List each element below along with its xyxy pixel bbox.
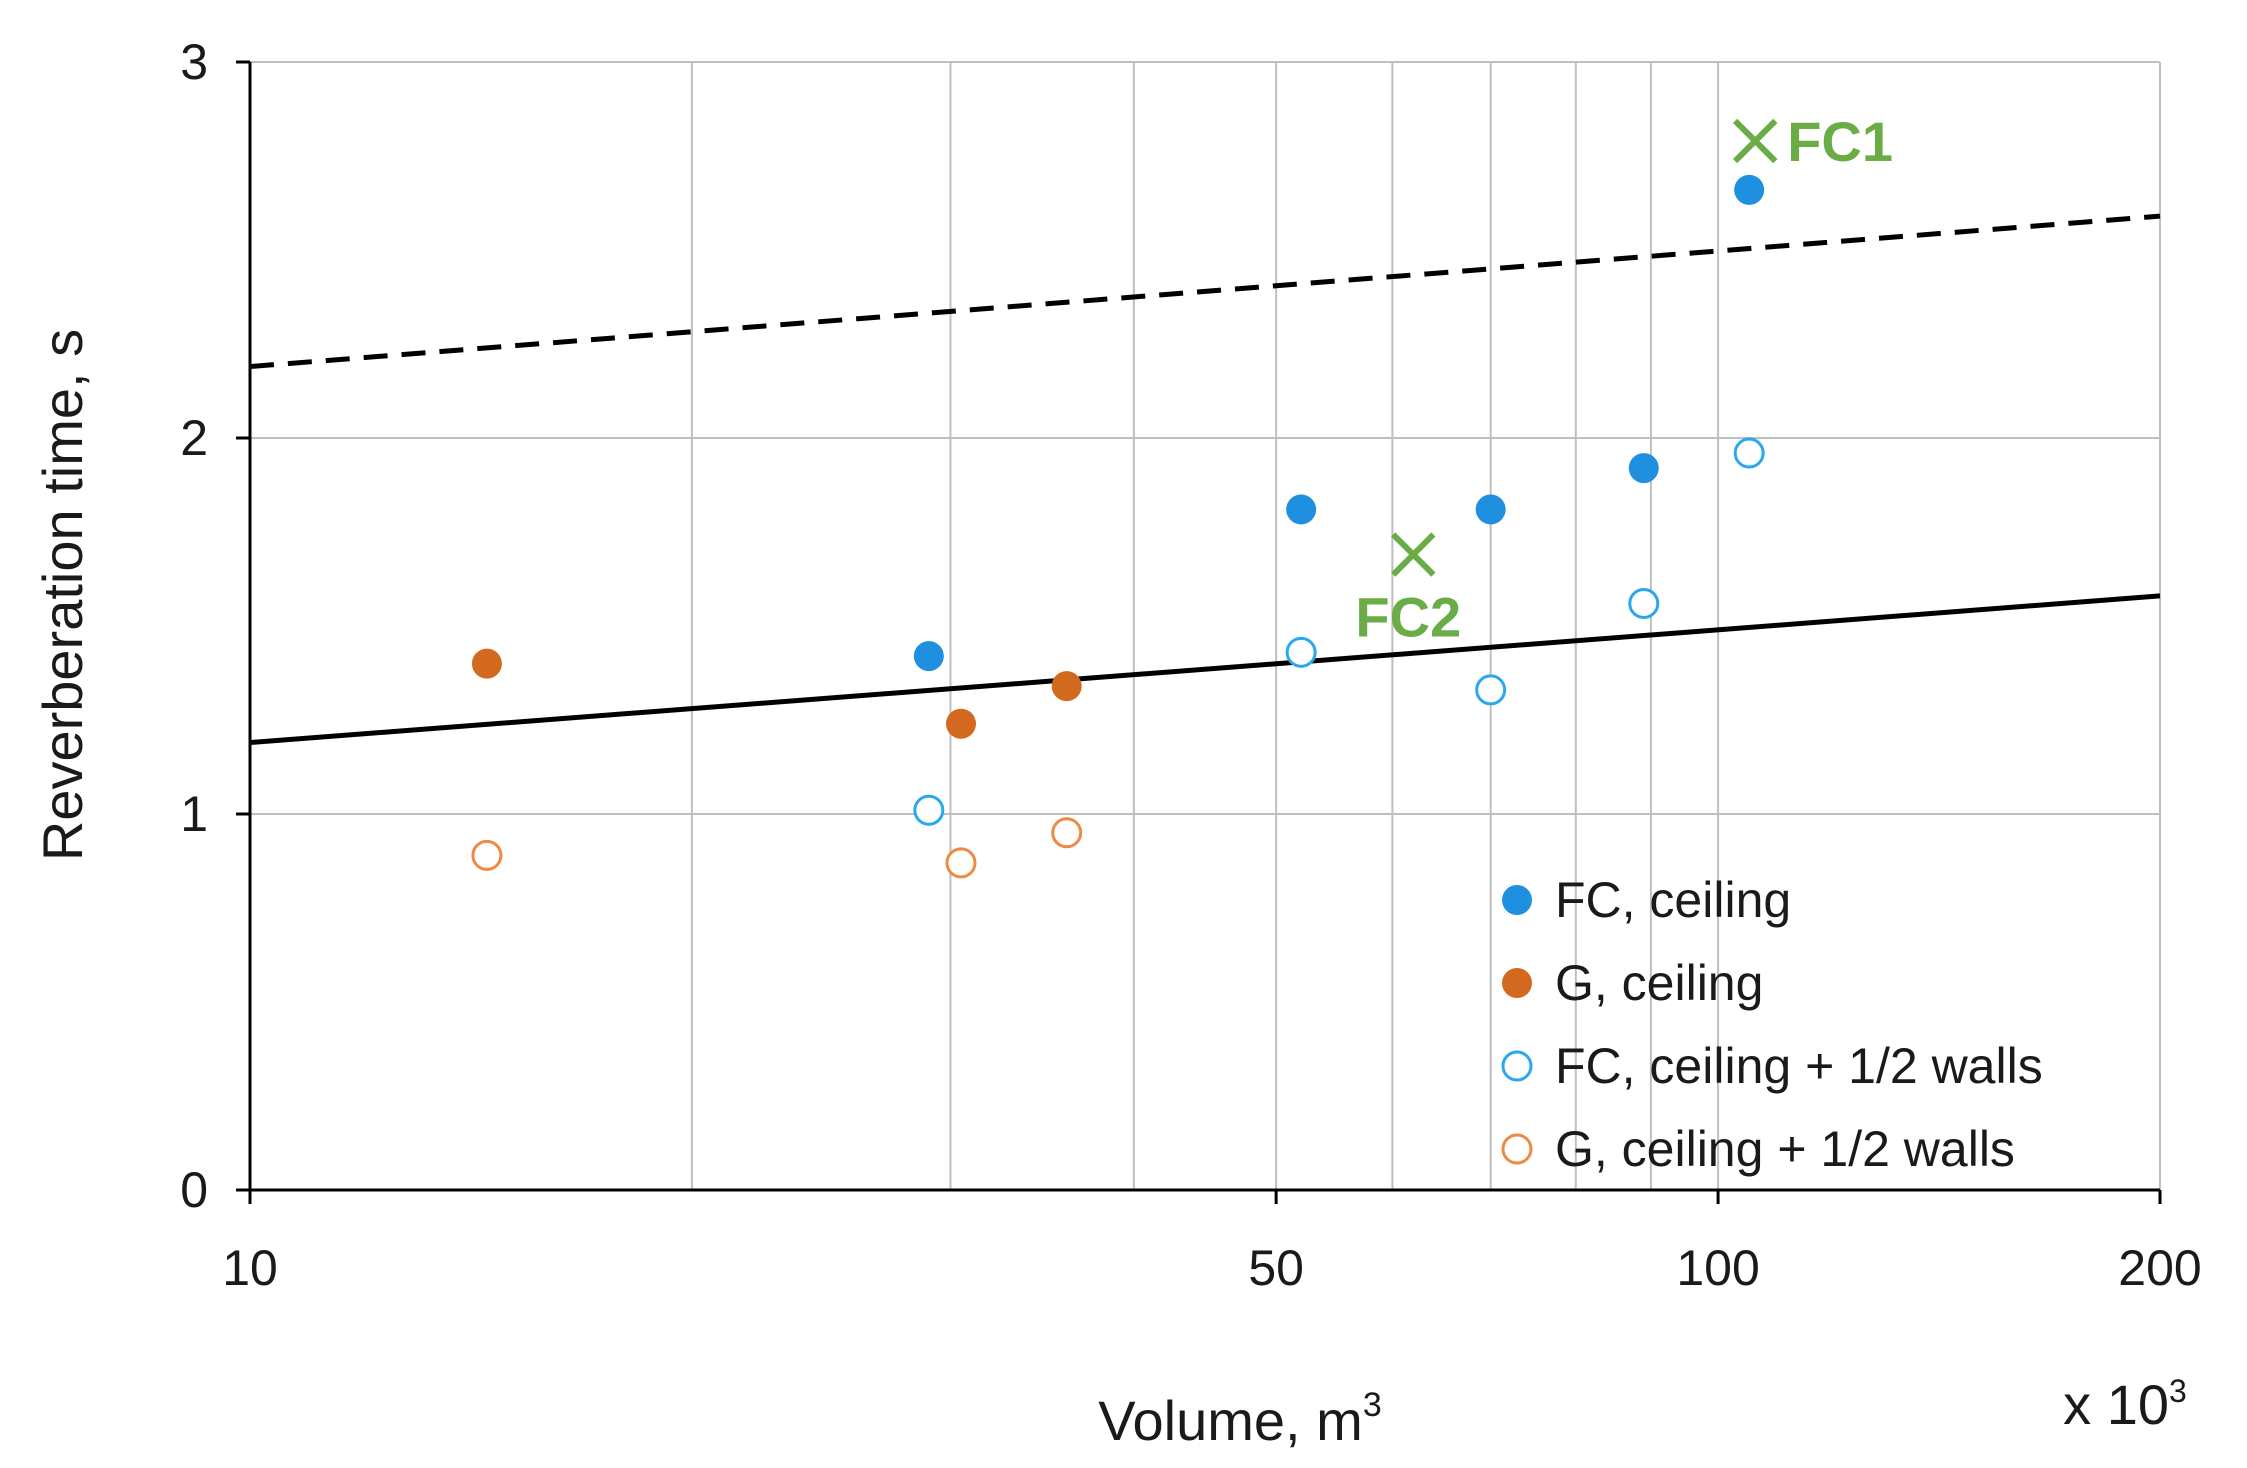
legend-label: G, ceiling (1555, 955, 1763, 1011)
y-axis-title: Reverberation time, s (31, 329, 94, 861)
x-tick-label: 200 (2118, 1240, 2201, 1296)
x-axis-multiplier-text: x 10 (2063, 1373, 2169, 1436)
data-point (913, 794, 945, 826)
annotations-layer: FC1 FC2 (1355, 110, 1893, 649)
x-axis-title-text: Volume, m (1098, 1389, 1363, 1452)
reference-lines-layer (249, 213, 2161, 746)
legend-marker (1502, 885, 1532, 915)
data-point (1475, 494, 1506, 525)
data-point (1285, 636, 1317, 668)
legend-marker (1501, 1050, 1533, 1082)
x-tick-label: 50 (1248, 1240, 1304, 1296)
annotation-label: FC2 (1355, 586, 1461, 649)
x-axis-multiplier-superscript: 3 (2169, 1373, 2187, 1409)
legend-label: G, ceiling + 1/2 walls (1555, 1121, 2015, 1177)
legend-label: FC, ceiling (1555, 872, 1791, 928)
annotation-label: FC1 (1787, 110, 1893, 173)
x-tick-label: 10 (222, 1240, 278, 1296)
lower-limit-line (249, 593, 2161, 746)
y-tick-label: 1 (180, 786, 208, 842)
data-point (1286, 494, 1317, 525)
data-point (1051, 671, 1082, 702)
legend: FC, ceiling G, ceiling FC, ceiling + 1/2 w… (1501, 872, 2043, 1177)
x-marker-stroke (1391, 532, 1436, 577)
grid-layer (250, 61, 2161, 1190)
annotation-fc2: FC2 (1355, 532, 1461, 649)
x-tick-label: 100 (1676, 1240, 1759, 1296)
axes-layer (236, 60, 2162, 1204)
data-point (1051, 817, 1083, 849)
legend-marker (1502, 968, 1532, 998)
data-point (913, 641, 944, 672)
legend-item: FC, ceiling (1502, 872, 1791, 928)
legend-item: FC, ceiling + 1/2 walls (1501, 1038, 2043, 1094)
data-points-layer (471, 174, 1765, 879)
data-point (1734, 174, 1765, 205)
y-tick-label: 0 (180, 1162, 208, 1218)
x-axis-multiplier: x 103 (2063, 1373, 2187, 1436)
data-point (1475, 674, 1507, 706)
data-point (1628, 587, 1660, 619)
legend-item: G, ceiling (1502, 955, 1763, 1011)
y-tick-label: 2 (180, 410, 208, 466)
data-point (471, 648, 502, 679)
x-axis-title-superscript: 3 (1363, 1386, 1382, 1424)
data-point (471, 839, 503, 871)
annotation-fc1: FC1 (1732, 110, 1893, 173)
legend-label: FC, ceiling + 1/2 walls (1555, 1038, 2043, 1094)
tick-labels-layer: 0 1 2 3 10 50 100 200 (180, 34, 2202, 1296)
legend-item: G, ceiling + 1/2 walls (1501, 1121, 2015, 1177)
legend-marker (1501, 1133, 1533, 1165)
data-point (1733, 437, 1765, 469)
data-point (945, 708, 976, 739)
upper-limit-line (249, 213, 2161, 370)
x-axis-title: Volume, m3 (1098, 1386, 1381, 1452)
data-point (1628, 453, 1659, 484)
y-tick-label: 3 (180, 34, 208, 90)
data-point (945, 847, 977, 879)
x-marker-stroke (1732, 118, 1778, 164)
